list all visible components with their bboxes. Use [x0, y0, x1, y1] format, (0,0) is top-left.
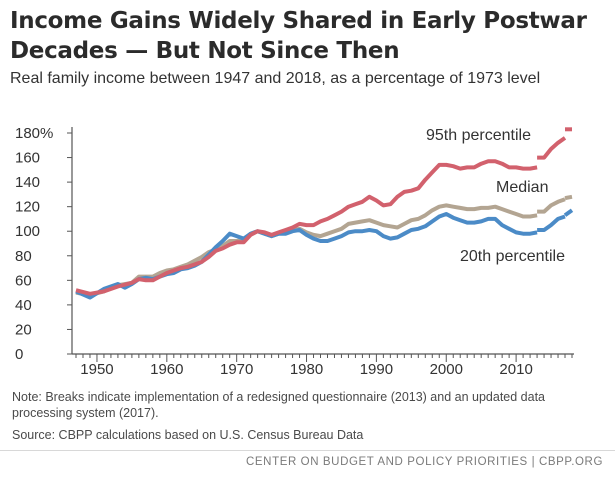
series-line-20th-percentile: [537, 214, 566, 232]
series-line-median: [564, 194, 573, 201]
chart-source: Source: CBPP calculations based on U.S. …: [12, 428, 364, 442]
series-line-95th-percentile: [537, 136, 567, 160]
series-label: Median: [496, 179, 548, 196]
y-tick-label: 60: [15, 272, 32, 289]
chart-note: Note: Breaks indicate implementation of …: [12, 390, 545, 420]
series-line-20th-percentile: [563, 208, 574, 217]
y-tick-label: 160: [15, 150, 40, 167]
y-tick-label: 180%: [15, 125, 53, 142]
y-tick-label: 100: [15, 223, 40, 240]
series-label: 95th percentile: [426, 127, 531, 144]
footer-credit: CENTER ON BUDGET AND POLICY PRIORITIES |…: [245, 456, 603, 468]
y-tick-label: 120: [15, 199, 40, 216]
y-tick-label: 140: [15, 174, 40, 191]
chart-title: Income Gains Widely Shared in Early Post…: [10, 8, 587, 64]
y-tick-label: 80: [15, 248, 32, 265]
x-tick-label: 2000: [430, 361, 463, 378]
x-tick-label: 1970: [220, 361, 253, 378]
y-tick-label: 0: [15, 346, 23, 363]
x-tick-label: 1990: [360, 361, 393, 378]
series-labels: 95th percentile Median 20th percentile: [426, 127, 565, 265]
y-tick-label: 40: [15, 297, 32, 314]
x-tick-label: 1950: [80, 361, 113, 378]
chart-axes: 0 20 40 60 80 100 120 140 160 180% 1950 1960 1970 198…: [15, 125, 574, 378]
x-tick-label: 1980: [290, 361, 323, 378]
x-tick-label: 1960: [150, 361, 183, 378]
x-tick-label: 2010: [499, 361, 532, 378]
series-line-median: [537, 197, 566, 214]
footer-divider: [0, 450, 615, 477]
chart-series: [75, 127, 574, 300]
series-label: 20th percentile: [460, 248, 565, 265]
line-chart: 0 20 40 60 80 100 120 140 160 180% 1950 1960 1970 198…: [15, 125, 574, 378]
chart-subtitle: Real family income between 1947 and 2018…: [10, 70, 541, 87]
y-tick-label: 20: [15, 321, 32, 338]
series-line-95th-percentile: [75, 159, 538, 296]
